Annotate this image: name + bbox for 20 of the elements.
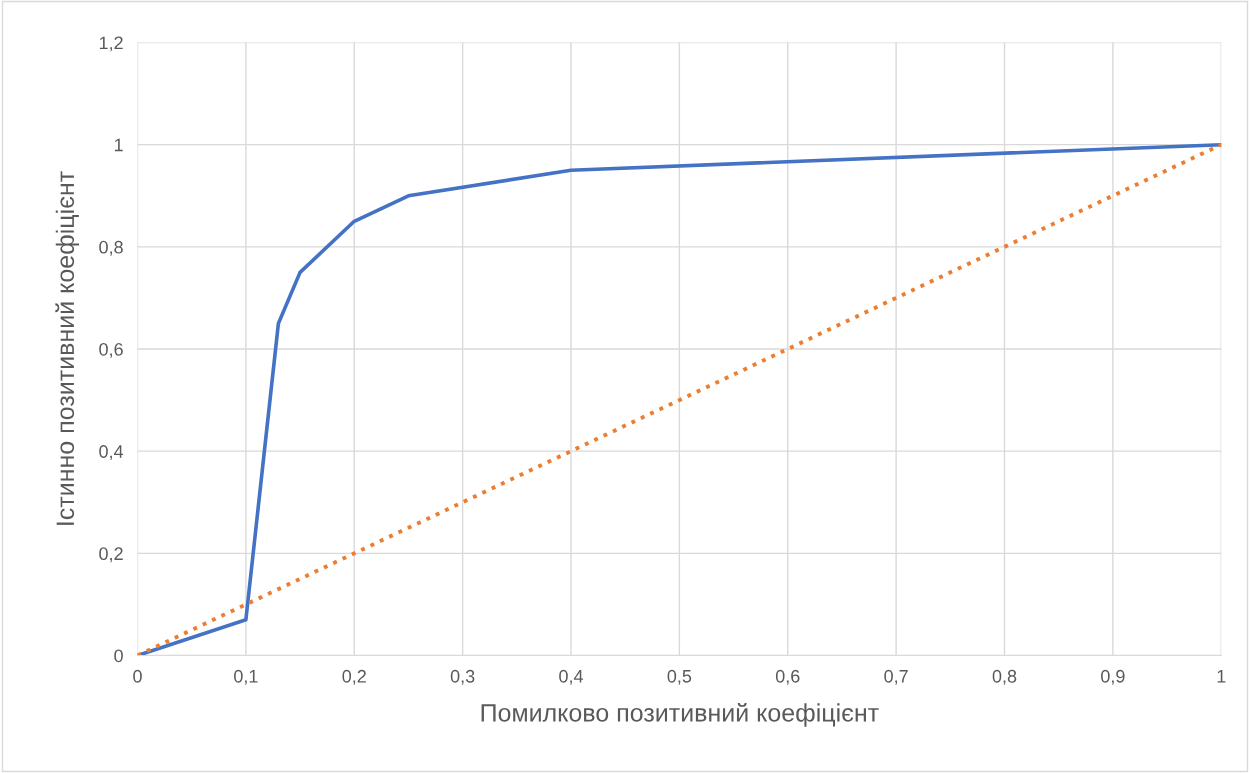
x-tick-label: 0,4 (559, 669, 584, 685)
x-tick-label: 0,3 (450, 669, 475, 685)
x-tick-label: 0,8 (992, 669, 1017, 685)
y-tick-label: 0 (114, 649, 123, 663)
y-tick-label: 1,2 (99, 36, 123, 52)
x-tick-label: 0,2 (342, 669, 366, 685)
x-tick-label: 0 (133, 669, 142, 683)
x-tick-label: 0,5 (667, 669, 692, 685)
y-tick-label: 0,2 (99, 547, 123, 563)
y-tick-label: 0,8 (99, 240, 123, 256)
x-tick-label: 0,7 (884, 669, 908, 685)
y-axis-title: Істинно позитивний коефіцієнт (55, 171, 80, 525)
y-tick-label: 0,6 (99, 342, 123, 358)
x-tick-label: 0,1 (234, 669, 258, 685)
y-tick-label: 0,4 (99, 445, 124, 461)
x-tick-label: 0,9 (1101, 669, 1125, 685)
x-axis-title: Помилково позитивний коефіцієнт (481, 702, 879, 727)
x-tick-label: 1 (1217, 670, 1226, 683)
x-tick-label: 0,6 (775, 669, 800, 685)
y-tick-label: 1 (114, 138, 123, 152)
